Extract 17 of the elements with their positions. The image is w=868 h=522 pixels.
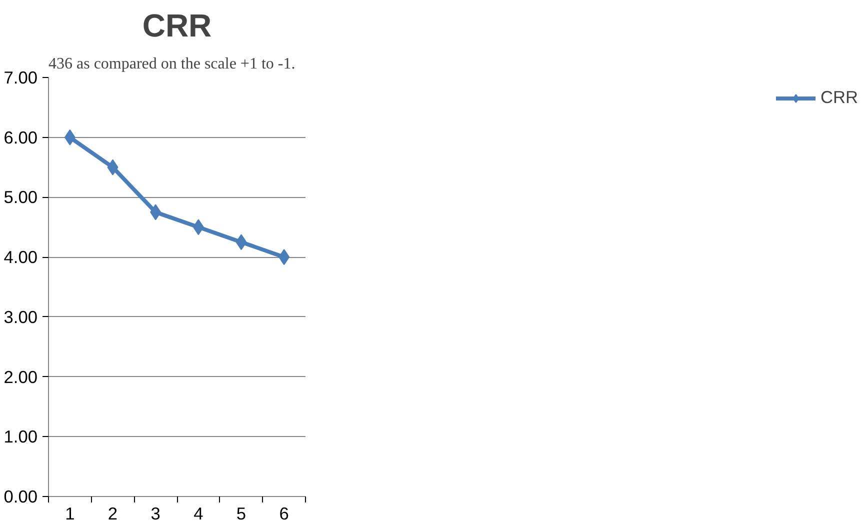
x-tick-label: 4 xyxy=(194,504,204,522)
x-tick-label: 5 xyxy=(236,504,246,522)
x-tick-label: 2 xyxy=(108,504,118,522)
y-tick-label: 2.00 xyxy=(4,366,38,387)
y-tick-label: 6.00 xyxy=(4,127,38,148)
y-tick-label: 1.00 xyxy=(4,426,38,447)
x-tick-label: 1 xyxy=(65,504,75,522)
text: 436 as compared on the scale +1 to -1. xyxy=(48,56,296,72)
y-tick-label: 5.00 xyxy=(4,187,38,208)
chart-title: CRR xyxy=(142,8,212,44)
y-tick-label: 4.00 xyxy=(4,247,38,268)
y-tick-label: 7.00 xyxy=(4,68,38,88)
y-tick-label: 0.00 xyxy=(4,486,38,506)
x-tick-label: 6 xyxy=(279,504,289,522)
legend-label: CRR xyxy=(820,87,858,108)
x-tick-label: 3 xyxy=(150,504,160,522)
y-tick-label: 3.00 xyxy=(4,306,38,327)
